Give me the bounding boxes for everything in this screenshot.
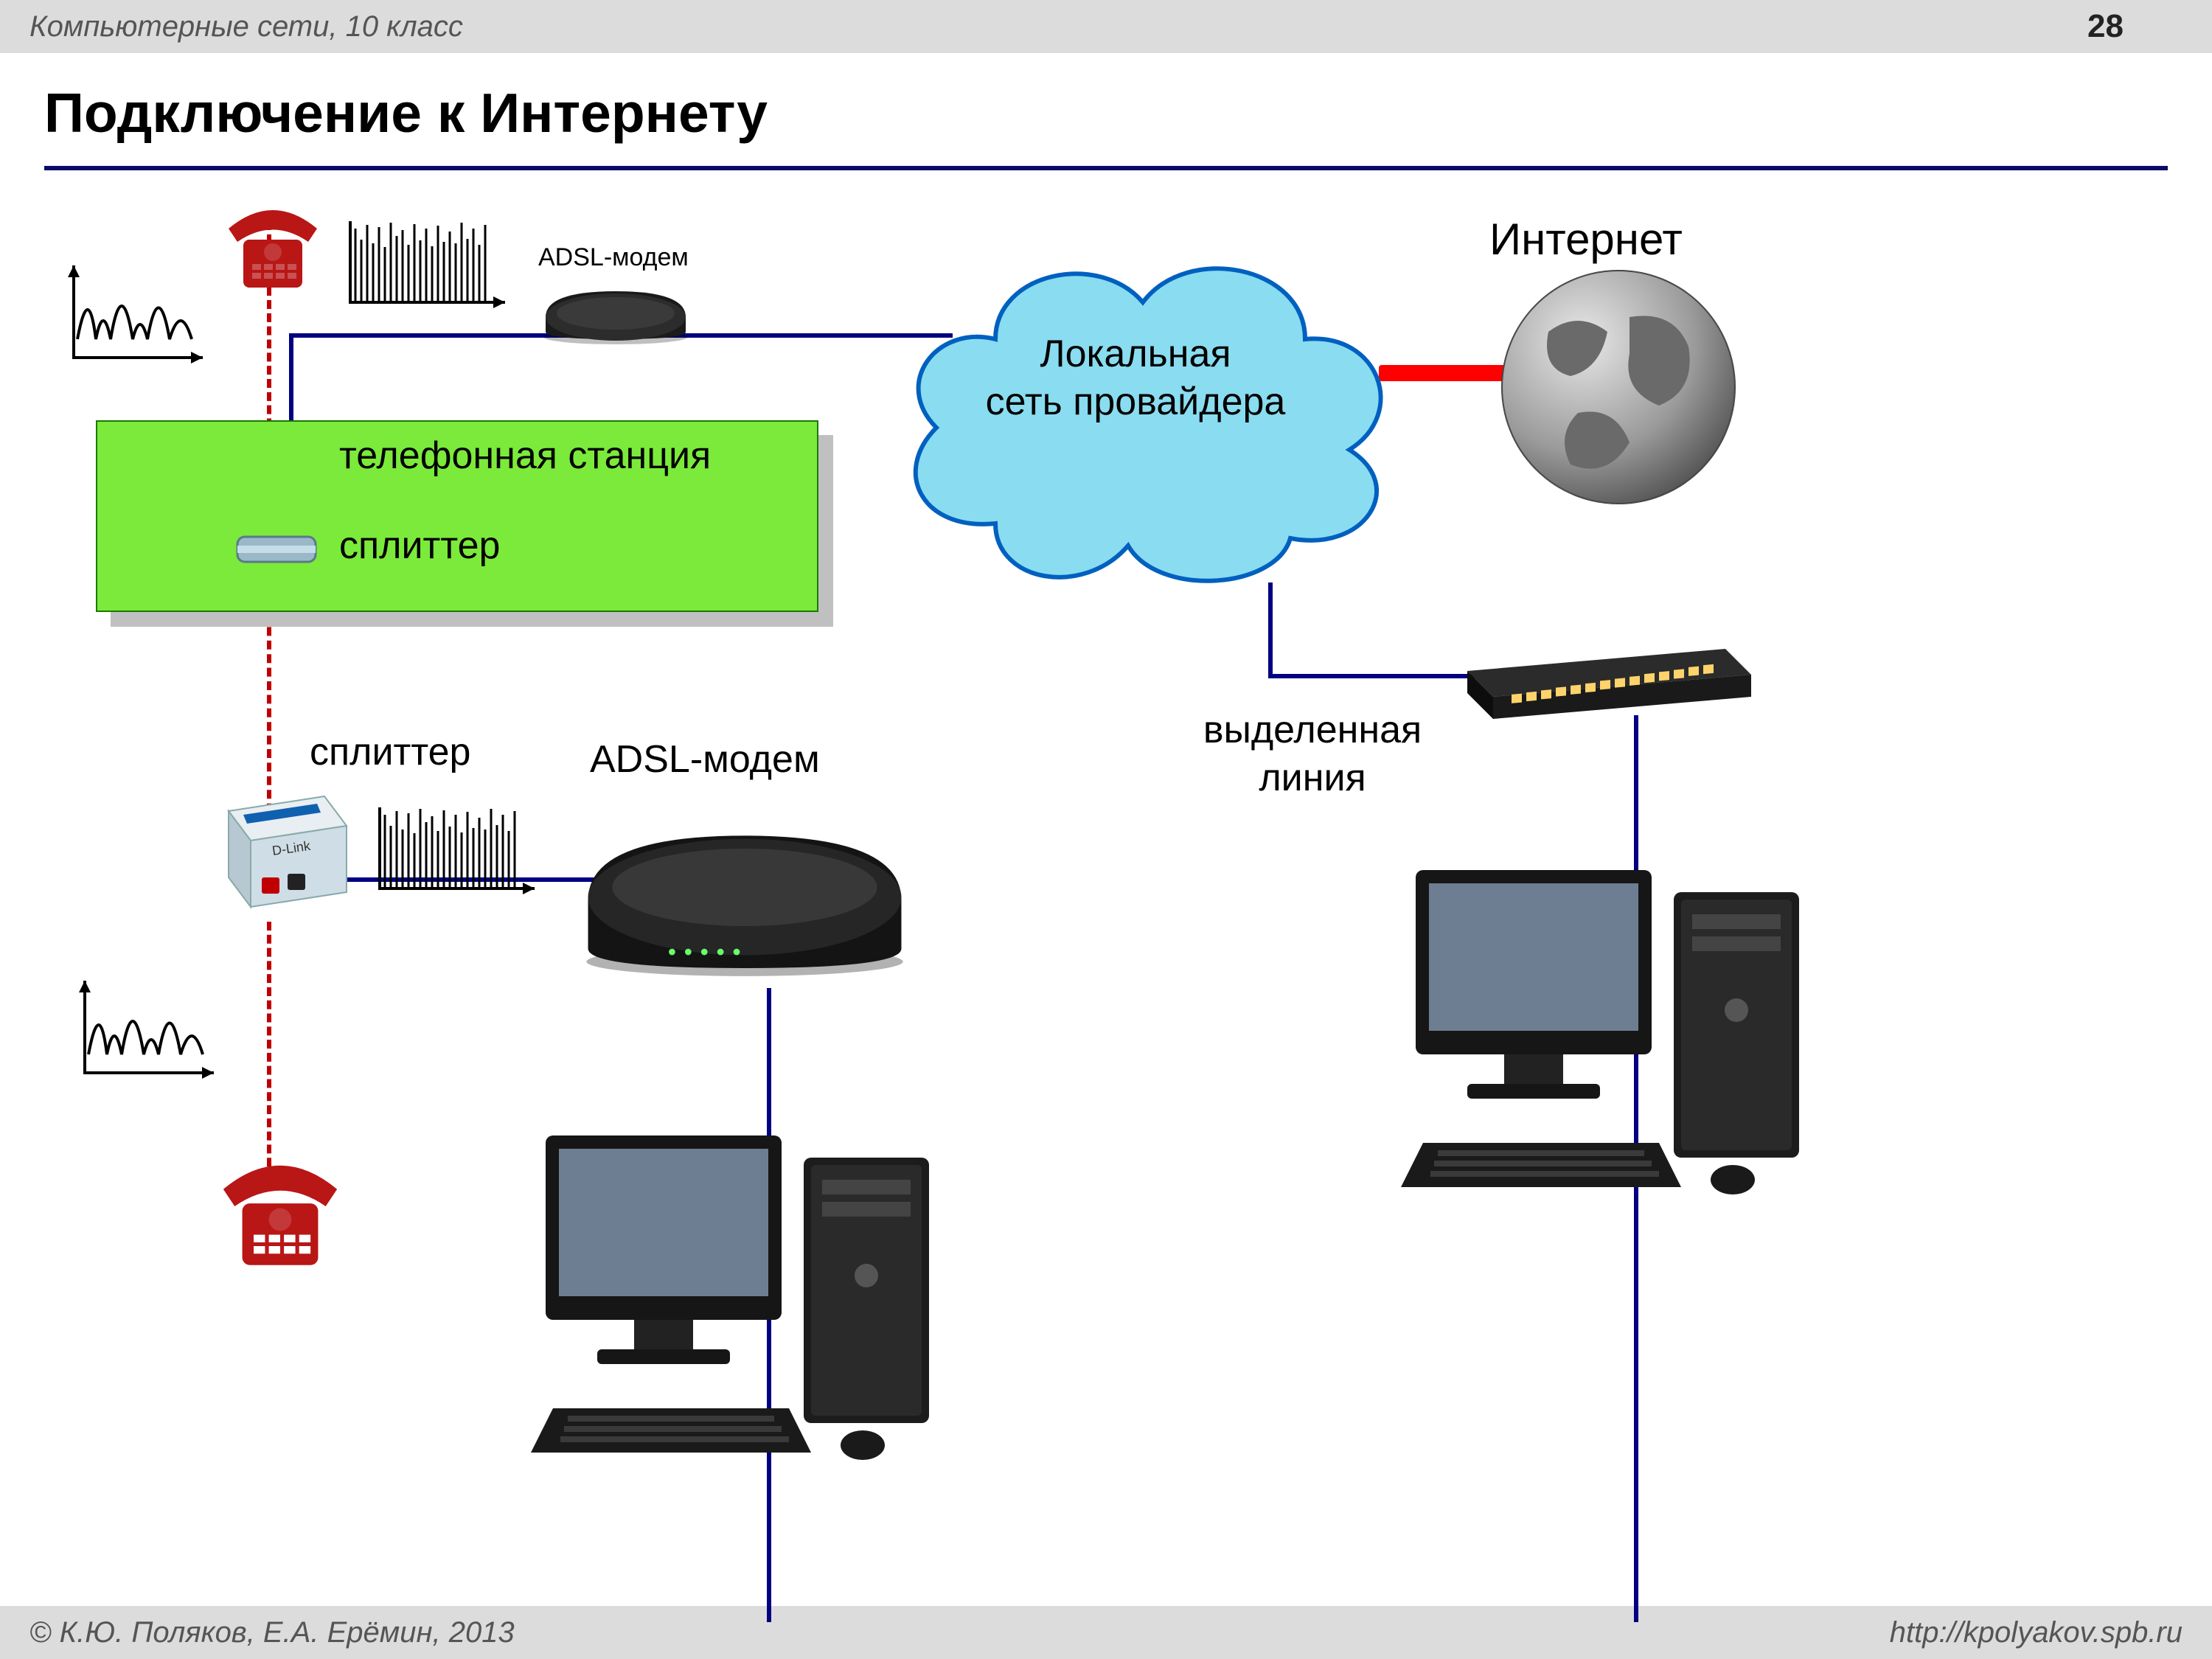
leased-line-l2: линия (1165, 756, 1460, 800)
switch-icon (1460, 641, 1755, 723)
page-title: Подключение к Интернету (44, 81, 768, 145)
pc-right-icon (1386, 826, 1843, 1209)
digital-signal-bottom-icon (369, 800, 538, 903)
adsl-modem-big-icon (575, 800, 914, 984)
cloud-text-l1: Локальная (944, 332, 1327, 376)
cloud-text-l2: сеть провайдера (944, 380, 1327, 424)
adsl-top-label: ADSL-модем (538, 243, 689, 272)
splitter-bottom-label: сплиттер (310, 730, 470, 774)
title-rule (44, 166, 2168, 170)
adsl-big-label: ADSL-модем (590, 737, 820, 782)
phone-station-label: телефонная станция (339, 434, 711, 478)
internet-label: Интернет (1489, 214, 1683, 265)
digital-signal-top-icon (339, 214, 509, 317)
analog-signal-bottom-icon (70, 973, 218, 1091)
header-page: 28 (2087, 8, 2124, 45)
adsl-modem-top-icon (538, 276, 693, 347)
header-bar: Компьютерные сети, 10 класс 28 (0, 0, 2212, 53)
phone-bottom-icon (214, 1150, 347, 1276)
pc-left-icon (516, 1091, 973, 1475)
footer-bar: © К.Ю. Поляков, Е.А. Ерёмин, 2013 http:/… (0, 1606, 2212, 1659)
leased-line-l1: выделенная (1165, 708, 1460, 752)
phone-top-icon (221, 199, 324, 295)
header-course: Компьютерные сети, 10 класс (29, 10, 463, 44)
footer-credits: © К.Ю. Поляков, Е.А. Ерёмин, 2013 (29, 1616, 515, 1649)
analog-signal-top-icon (59, 258, 206, 376)
footer-url: http://kpolyakov.spb.ru (1890, 1616, 2183, 1649)
splitter-home-icon: D-Link (199, 782, 354, 929)
splitter-top-label: сплиттер (339, 524, 500, 568)
wire-red-bottom (267, 922, 271, 1180)
globe-icon (1497, 265, 1740, 509)
splitter-top-icon (236, 531, 317, 568)
